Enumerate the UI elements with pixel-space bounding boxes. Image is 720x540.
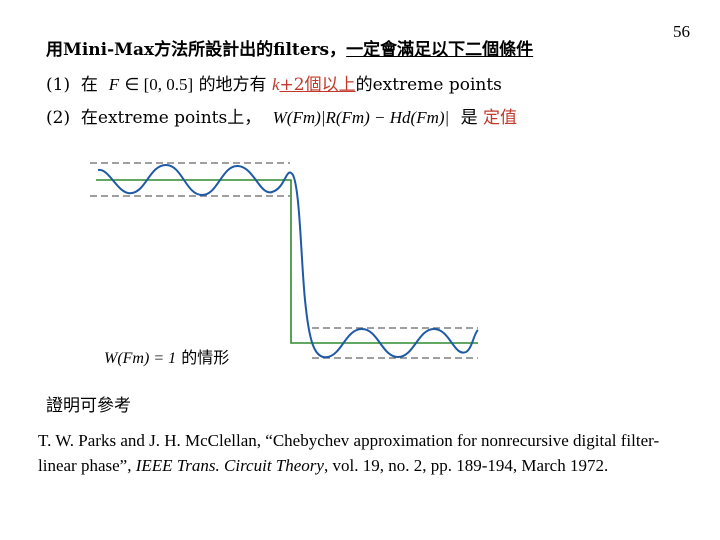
condition-1-text-c: 的地方有: [198, 75, 267, 95]
chart-note-text: 的情形: [181, 348, 230, 367]
condition-2: (2) 在extreme points上， W(Fm)|R(Fm) − Hd(F…: [46, 103, 517, 128]
condition-1-var-f: F: [108, 75, 120, 94]
reference-part2: , vol. 19, no. 2, pp. 189-194, March 197…: [323, 456, 609, 475]
condition-1-text-a: 在: [80, 75, 98, 95]
title-underlined: 一定會滿足以下二個條件: [346, 40, 534, 60]
chart-note: W(Fm) = 1 的情形: [104, 344, 229, 368]
chart-note-formula: W(Fm) = 1: [104, 350, 177, 367]
condition-1: (1) 在 F ∈ [0, 0.5] 的地方有 k+2個以上的extreme p…: [46, 70, 502, 95]
filter-response: [97, 163, 479, 359]
slide-title: 用Mini-Max方法所設計出的filters，一定會滿足以下二個條件: [46, 35, 533, 60]
condition-1-red-text: +2個以上: [279, 75, 356, 95]
condition-1-label: (1): [46, 75, 71, 95]
proof-label: 證明可參考: [46, 396, 131, 416]
condition-1-text-d: 的extreme points: [355, 75, 502, 95]
reference-part1: T. W. Parks and J. H. McClellan, “Chebyc…: [38, 431, 660, 475]
page-number: 56: [673, 22, 690, 41]
condition-2-formula: W(Fm)|R(Fm) − Hd(Fm)|: [272, 108, 450, 127]
condition-2-label: (2): [46, 108, 71, 128]
condition-1-range: ∈ [0, 0.5]: [124, 75, 194, 94]
condition-2-text-a: 在extreme points上，: [80, 108, 262, 128]
condition-2-red-text: 定值: [483, 108, 518, 128]
title-prefix: 用Mini-Max方法所設計出的filters，: [46, 40, 347, 60]
reference: T. W. Parks and J. H. McClellan, “Chebyc…: [38, 428, 688, 478]
condition-1-k: k: [271, 75, 280, 94]
condition-2-text-b: 是: [460, 108, 478, 128]
reference-journal: IEEE Trans. Circuit Theory: [135, 456, 324, 475]
ideal-response: [96, 179, 478, 344]
